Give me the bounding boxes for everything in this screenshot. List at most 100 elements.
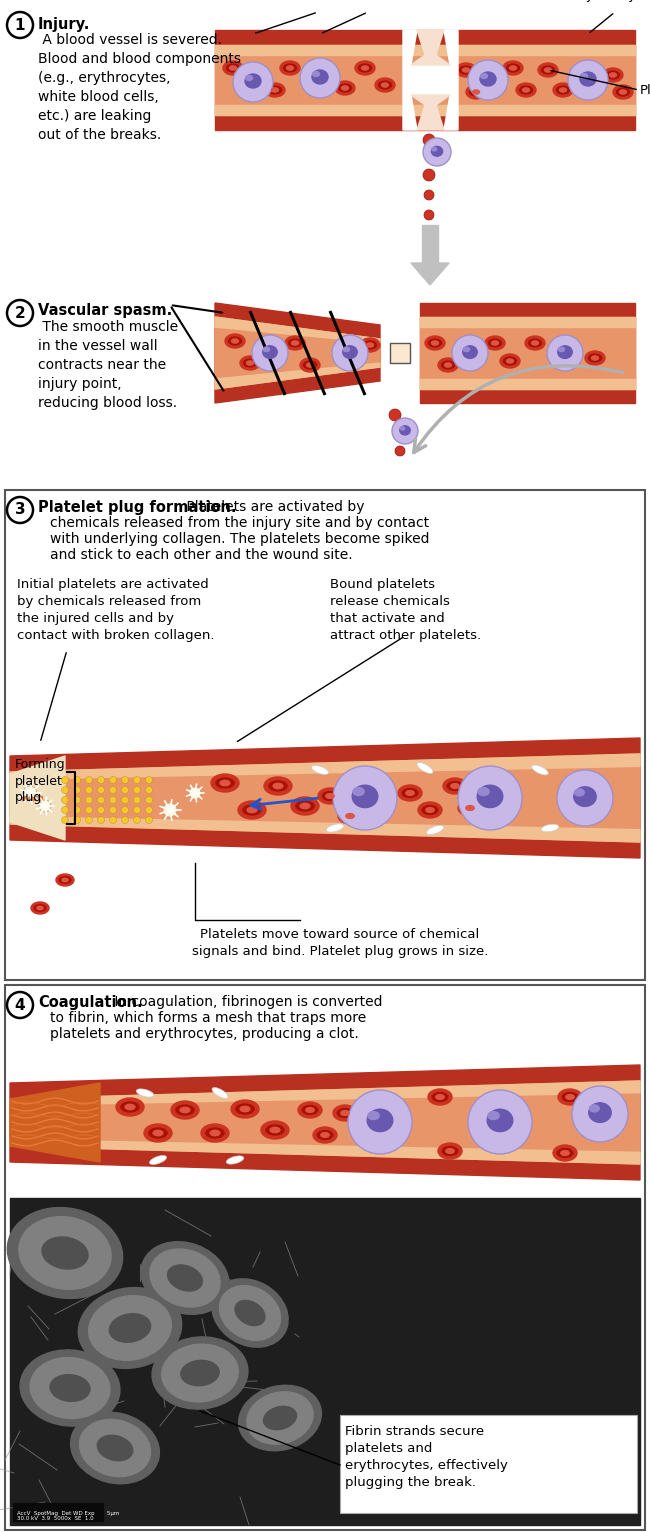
Ellipse shape	[480, 74, 488, 78]
Circle shape	[146, 806, 153, 813]
Ellipse shape	[462, 804, 478, 812]
Ellipse shape	[50, 1374, 90, 1402]
Bar	[215, 115, 635, 130]
Text: Vascular spasm.: Vascular spasm.	[38, 303, 172, 319]
Polygon shape	[10, 1065, 640, 1180]
Ellipse shape	[125, 1105, 135, 1109]
Circle shape	[7, 300, 33, 326]
Circle shape	[133, 806, 140, 813]
Bar	[422, 225, 438, 264]
Ellipse shape	[368, 1112, 379, 1120]
Ellipse shape	[363, 342, 376, 349]
Ellipse shape	[346, 813, 354, 818]
Circle shape	[133, 817, 140, 824]
Circle shape	[458, 766, 522, 830]
Ellipse shape	[300, 803, 310, 809]
Ellipse shape	[400, 426, 410, 435]
Ellipse shape	[436, 1094, 444, 1100]
Ellipse shape	[477, 786, 503, 807]
Ellipse shape	[456, 63, 476, 77]
Ellipse shape	[312, 70, 328, 84]
Polygon shape	[10, 754, 640, 843]
Text: 1: 1	[15, 17, 25, 32]
Ellipse shape	[426, 826, 443, 835]
Circle shape	[98, 786, 105, 794]
Ellipse shape	[355, 61, 375, 75]
Ellipse shape	[460, 66, 473, 74]
Ellipse shape	[240, 1106, 250, 1112]
Ellipse shape	[378, 81, 391, 89]
Circle shape	[163, 803, 177, 817]
Ellipse shape	[244, 358, 257, 366]
Polygon shape	[215, 363, 380, 389]
Circle shape	[23, 786, 37, 800]
Ellipse shape	[342, 812, 358, 821]
Ellipse shape	[525, 336, 545, 349]
Ellipse shape	[438, 1143, 462, 1160]
Ellipse shape	[422, 806, 438, 815]
Circle shape	[252, 336, 288, 371]
Ellipse shape	[558, 1089, 582, 1105]
Circle shape	[389, 409, 401, 421]
Ellipse shape	[313, 72, 320, 77]
Ellipse shape	[339, 84, 352, 92]
Polygon shape	[10, 1083, 100, 1161]
Circle shape	[73, 797, 81, 803]
Text: Platelets are activated by: Platelets are activated by	[182, 499, 365, 515]
Circle shape	[348, 1089, 412, 1154]
Ellipse shape	[616, 89, 629, 97]
Circle shape	[557, 771, 613, 826]
Ellipse shape	[337, 1109, 353, 1117]
Ellipse shape	[463, 348, 469, 352]
Ellipse shape	[20, 1350, 120, 1426]
Ellipse shape	[226, 1157, 244, 1164]
Ellipse shape	[557, 1149, 573, 1157]
Circle shape	[468, 60, 508, 100]
Circle shape	[86, 817, 92, 824]
Circle shape	[62, 786, 68, 794]
Ellipse shape	[367, 1109, 393, 1132]
Polygon shape	[215, 317, 380, 343]
Ellipse shape	[318, 787, 342, 804]
Bar	[5, 985, 645, 1530]
Ellipse shape	[558, 348, 565, 352]
Circle shape	[122, 806, 129, 813]
Ellipse shape	[473, 90, 480, 93]
Ellipse shape	[441, 362, 454, 369]
Ellipse shape	[619, 90, 627, 93]
Text: A blood vessel is severed.
Blood and blood components
(e.g., erythrocytes,
white: A blood vessel is severed. Blood and blo…	[38, 34, 241, 142]
Ellipse shape	[311, 766, 328, 775]
Ellipse shape	[231, 1100, 259, 1118]
Ellipse shape	[62, 878, 68, 882]
Ellipse shape	[30, 1357, 110, 1419]
Ellipse shape	[171, 1102, 199, 1118]
Ellipse shape	[488, 1109, 513, 1132]
Ellipse shape	[491, 342, 499, 345]
Polygon shape	[411, 264, 449, 285]
Ellipse shape	[272, 87, 278, 92]
Circle shape	[86, 786, 92, 794]
Circle shape	[73, 817, 81, 824]
Ellipse shape	[445, 363, 452, 368]
Ellipse shape	[432, 1092, 448, 1102]
Ellipse shape	[291, 797, 319, 815]
Bar	[420, 378, 635, 389]
Ellipse shape	[580, 72, 596, 86]
Text: Initial platelets are activated
by chemicals released from
the injured cells and: Initial platelets are activated by chemi…	[17, 578, 214, 642]
Ellipse shape	[56, 873, 74, 885]
Ellipse shape	[109, 1314, 151, 1342]
Polygon shape	[10, 755, 65, 840]
Circle shape	[86, 806, 92, 813]
Text: Platelet plug formation.: Platelet plug formation.	[38, 499, 237, 515]
Ellipse shape	[298, 1102, 322, 1118]
Text: The smooth muscle
in the vessel wall
contracts near the
injury point,
reducing b: The smooth muscle in the vessel wall con…	[38, 320, 178, 409]
Bar	[22, 797, 42, 800]
Ellipse shape	[220, 1285, 281, 1340]
Text: Erythrocytes: Erythrocytes	[573, 0, 650, 2]
Ellipse shape	[268, 86, 281, 93]
Ellipse shape	[31, 902, 49, 915]
Circle shape	[62, 806, 68, 813]
Ellipse shape	[152, 1337, 248, 1409]
Ellipse shape	[361, 66, 369, 70]
Ellipse shape	[506, 64, 519, 72]
